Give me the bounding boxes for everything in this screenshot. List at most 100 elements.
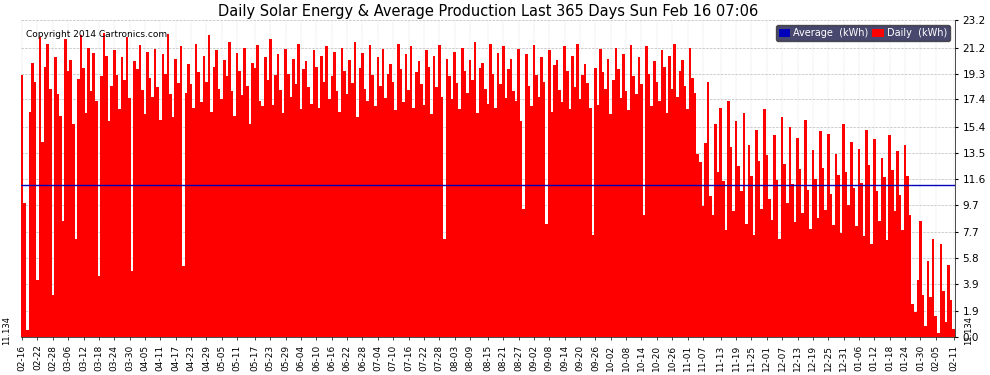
Bar: [216, 50, 218, 337]
Bar: [361, 53, 363, 337]
Bar: [707, 82, 709, 337]
Bar: [195, 44, 197, 337]
Bar: [256, 45, 258, 337]
Bar: [392, 82, 394, 337]
Bar: [461, 48, 463, 337]
Bar: [812, 150, 814, 337]
Bar: [584, 64, 586, 337]
Bar: [533, 45, 536, 337]
Bar: [722, 182, 725, 337]
Bar: [914, 312, 917, 337]
Bar: [566, 71, 568, 337]
Bar: [827, 134, 830, 337]
Bar: [865, 129, 868, 337]
Bar: [655, 82, 658, 337]
Bar: [239, 71, 241, 337]
Bar: [326, 46, 328, 337]
Bar: [563, 46, 566, 337]
Bar: [72, 124, 74, 337]
Bar: [747, 144, 750, 337]
Bar: [297, 44, 300, 337]
Bar: [699, 162, 702, 337]
Bar: [932, 238, 935, 337]
Bar: [433, 56, 436, 337]
Bar: [100, 76, 103, 337]
Bar: [633, 76, 635, 337]
Bar: [487, 104, 489, 337]
Bar: [34, 82, 37, 337]
Bar: [61, 221, 64, 337]
Bar: [912, 304, 914, 337]
Bar: [111, 86, 113, 337]
Bar: [678, 71, 681, 337]
Bar: [894, 211, 896, 337]
Bar: [31, 63, 34, 337]
Bar: [471, 80, 474, 337]
Bar: [663, 67, 665, 337]
Bar: [781, 117, 783, 337]
Bar: [438, 45, 441, 337]
Bar: [192, 108, 195, 337]
Bar: [172, 117, 174, 337]
Bar: [842, 124, 844, 337]
Bar: [870, 244, 873, 337]
Bar: [92, 53, 95, 337]
Bar: [305, 61, 308, 337]
Bar: [69, 60, 72, 337]
Bar: [302, 69, 305, 337]
Bar: [425, 50, 428, 337]
Bar: [331, 76, 333, 337]
Bar: [277, 54, 279, 337]
Bar: [668, 56, 671, 337]
Bar: [121, 57, 123, 337]
Bar: [763, 109, 765, 337]
Bar: [82, 68, 85, 337]
Bar: [545, 224, 548, 337]
Bar: [144, 114, 147, 337]
Bar: [418, 61, 420, 337]
Bar: [344, 71, 346, 337]
Bar: [315, 67, 318, 337]
Bar: [789, 127, 791, 337]
Bar: [691, 78, 694, 337]
Bar: [166, 34, 169, 337]
Bar: [525, 54, 528, 337]
Bar: [610, 114, 612, 337]
Bar: [901, 231, 904, 337]
Bar: [825, 210, 827, 337]
Bar: [466, 93, 468, 337]
Bar: [182, 266, 184, 337]
Bar: [287, 74, 289, 337]
Bar: [436, 87, 438, 337]
Bar: [873, 139, 875, 337]
Bar: [77, 79, 80, 337]
Bar: [617, 69, 620, 337]
Bar: [733, 211, 735, 337]
Bar: [274, 75, 277, 337]
Bar: [715, 124, 717, 337]
Bar: [234, 116, 236, 337]
Bar: [615, 48, 617, 337]
Bar: [236, 53, 239, 337]
Bar: [689, 48, 691, 337]
Bar: [702, 206, 704, 337]
Bar: [576, 44, 579, 337]
Bar: [118, 109, 121, 337]
Bar: [814, 178, 817, 337]
Bar: [555, 60, 558, 337]
Bar: [536, 75, 538, 337]
Bar: [271, 105, 274, 337]
Bar: [579, 99, 581, 337]
Bar: [123, 80, 126, 337]
Bar: [838, 174, 840, 337]
Bar: [896, 152, 899, 337]
Bar: [37, 280, 39, 337]
Bar: [153, 49, 156, 337]
Bar: [927, 261, 930, 337]
Text: 11.134: 11.134: [3, 316, 12, 345]
Bar: [528, 86, 530, 337]
Bar: [266, 80, 269, 337]
Bar: [643, 216, 645, 337]
Bar: [213, 67, 216, 337]
Bar: [935, 316, 937, 337]
